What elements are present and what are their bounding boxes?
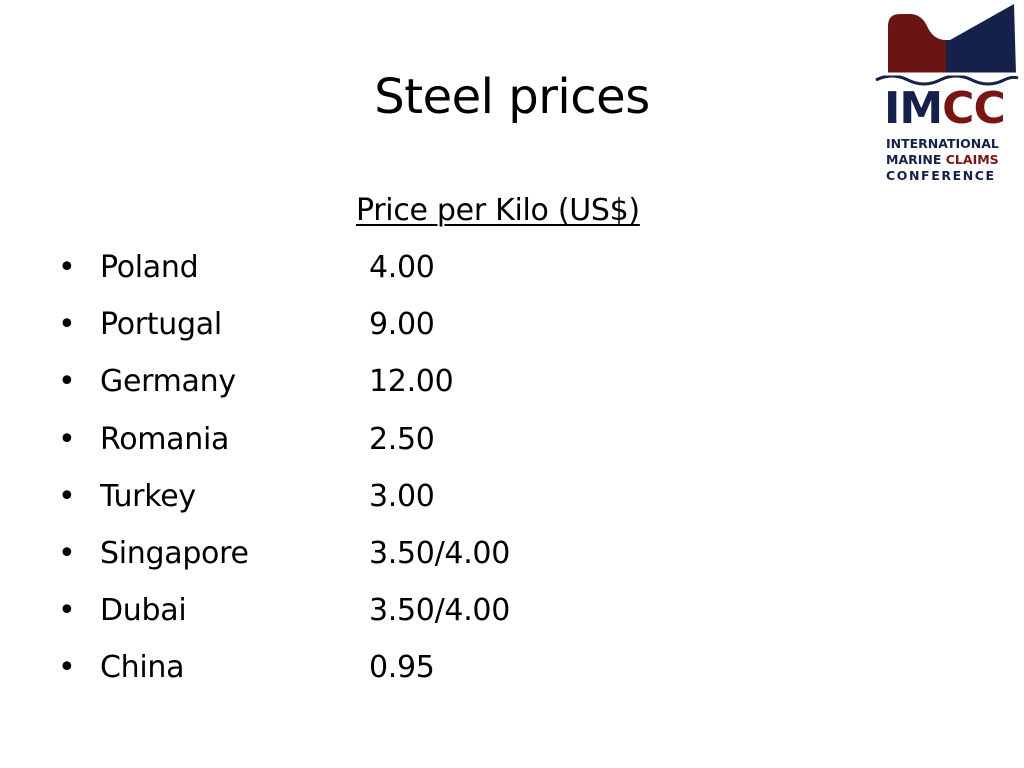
price-value: 12.00 xyxy=(369,364,454,400)
price-value: 9.00 xyxy=(369,307,435,343)
logo-line-international: INTERNATIONAL xyxy=(886,136,999,151)
price-value: 3.00 xyxy=(369,478,435,514)
imcc-logo: IMCC INTERNATIONAL MARINE CLAIMS CONFERE… xyxy=(874,4,1020,188)
price-value: 3.50/4.00 xyxy=(369,593,511,629)
price-column-header: Price per Kilo (US$) xyxy=(356,193,640,228)
list-item: • Portugal 9.00 xyxy=(0,296,800,353)
list-item: • Turkey 3.00 xyxy=(0,468,800,525)
bullet-icon: • xyxy=(58,421,76,457)
price-list: • Poland 4.00 • Portugal 9.00 • Germany … xyxy=(0,239,800,697)
list-item: • Romania 2.50 xyxy=(0,411,800,468)
country-name: Poland xyxy=(100,250,199,285)
list-item: • Germany 12.00 xyxy=(0,353,800,410)
logo-line-conference: CONFERENCE xyxy=(886,168,996,183)
list-item: • Poland 4.00 xyxy=(0,239,800,296)
logo-marine: MARINE xyxy=(886,152,946,167)
country-name: Germany xyxy=(100,364,236,400)
logo-abbr-cc: CC xyxy=(942,83,1006,134)
bullet-icon: • xyxy=(58,307,76,343)
bullet-icon: • xyxy=(58,593,76,629)
country-name: Turkey xyxy=(100,478,196,514)
country-name: Romania xyxy=(100,421,230,457)
logo-line-marine-claims: MARINE CLAIMS xyxy=(886,152,999,167)
logo-emblem xyxy=(875,4,1019,86)
price-value: 4.00 xyxy=(369,250,435,285)
price-value: 0.95 xyxy=(369,650,435,686)
slide-title: Steel prices xyxy=(374,69,650,125)
bullet-icon: • xyxy=(58,250,76,285)
country-name: Singapore xyxy=(100,535,249,571)
list-item: • China 0.95 xyxy=(0,639,800,696)
logo-abbreviation: IMCC xyxy=(884,83,1006,134)
country-name: Portugal xyxy=(100,307,222,343)
list-item: • Singapore 3.50/4.00 xyxy=(0,525,800,582)
bullet-icon: • xyxy=(58,364,76,400)
logo-claims: CLAIMS xyxy=(945,152,999,167)
list-item: • Dubai 3.50/4.00 xyxy=(0,582,800,639)
bullet-icon: • xyxy=(58,535,76,571)
price-value: 3.50/4.00 xyxy=(369,535,511,571)
bullet-icon: • xyxy=(58,650,76,686)
logo-abbr-im: IM xyxy=(884,83,943,134)
country-name: China xyxy=(100,650,185,686)
price-value: 2.50 xyxy=(369,421,435,457)
bullet-icon: • xyxy=(58,478,76,514)
country-name: Dubai xyxy=(100,593,187,629)
